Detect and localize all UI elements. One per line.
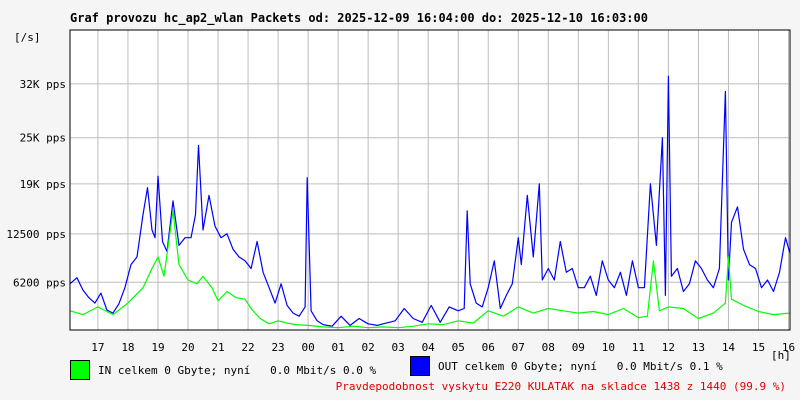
x-tick-label: 08 [542, 341, 555, 354]
y-axis-unit: [/s] [14, 31, 41, 44]
y-tick-label: 6200 pps [13, 276, 66, 289]
x-tick-label: 13 [692, 341, 705, 354]
legend-out-swatch [410, 356, 430, 376]
legend-in: IN celkem 0 Gbyte; nyní 0.0 Mbit/s 0.0 % [70, 359, 376, 381]
legend-in-label: IN celkem 0 Gbyte; nyní 0.0 Mbit/s 0.0 % [98, 363, 377, 377]
x-tick-label: 01 [331, 341, 344, 354]
x-tick-label: 16 [782, 341, 795, 354]
legend-out: OUT celkem 0 Gbyte; nyní 0.0 Mbit/s 0.1 … [410, 355, 723, 377]
y-tick-label: 19K pps [20, 178, 66, 191]
y-tick-label: 32K pps [20, 78, 66, 91]
y-tick-label: 12500 pps [6, 228, 66, 241]
x-tick-label: 00 [301, 341, 314, 354]
x-tick-label: 14 [722, 341, 736, 354]
x-tick-label: 20 [181, 341, 194, 354]
x-tick-label: 05 [452, 341, 465, 354]
x-tick-label: 18 [121, 341, 134, 354]
x-tick-label: 21 [211, 341, 224, 354]
x-tick-label: 10 [602, 341, 615, 354]
x-tick-label: 02 [362, 341, 375, 354]
x-tick-label: 06 [482, 341, 495, 354]
x-tick-label: 15 [752, 341, 765, 354]
plot-border [69, 29, 791, 331]
legend-in-swatch [70, 360, 90, 380]
legend-out-label: OUT celkem 0 Gbyte; nyní 0.0 Mbit/s 0.1 … [438, 359, 723, 373]
x-tick-label: 11 [632, 341, 645, 354]
axis-layer: 17 18 19 20 21 22 23 00 01 02 03 04 05 06 07 08 09 10 11 12… [6, 29, 795, 354]
x-axis-unit: [h] [771, 349, 791, 362]
footer-note: Pravdepodobnost vyskytu E220 KULATAK na … [335, 380, 786, 393]
series-line-in [69, 210, 791, 329]
series-layer [69, 75, 791, 329]
x-tick-label: 12 [662, 341, 675, 354]
x-tick-label: 07 [512, 341, 525, 354]
chart-title: Graf provozu hc_ap2_wlan Packets od: 202… [70, 11, 648, 26]
series-line-out [69, 75, 791, 327]
x-tick-label: 04 [422, 341, 436, 354]
y-tick-label: 25K pps [20, 132, 66, 145]
x-tick-label: 19 [151, 341, 164, 354]
x-tick-label: 03 [392, 341, 405, 354]
x-tick-label: 22 [241, 341, 254, 354]
x-tick-label: 17 [91, 341, 104, 354]
grid-layer [70, 30, 790, 330]
x-tick-label: 09 [572, 341, 585, 354]
x-tick-label: 23 [271, 341, 284, 354]
